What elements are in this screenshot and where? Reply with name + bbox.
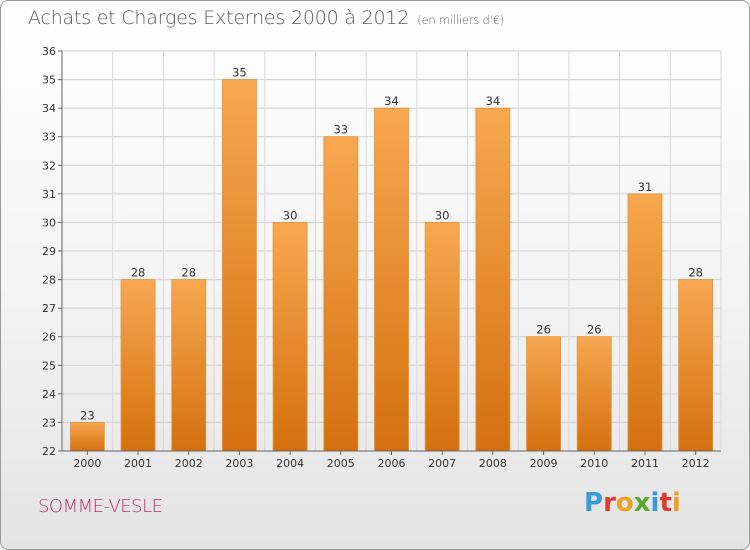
x-tick-label: 2006 (378, 457, 406, 470)
y-tick-label: 36 (42, 45, 56, 58)
logo-letter: o (615, 488, 634, 518)
bars (69, 79, 714, 452)
y-tick-label: 23 (42, 416, 56, 429)
y-tick-label: 26 (42, 331, 56, 344)
y-tick-label: 35 (42, 74, 56, 87)
logo-letter: x (633, 488, 651, 518)
value-label: 23 (80, 408, 95, 422)
y-tick-label: 33 (42, 131, 56, 144)
town-name: SOMME-VESLE (38, 496, 163, 517)
x-tick-label: 2001 (124, 457, 152, 470)
bar (424, 222, 460, 452)
y-tick-label: 24 (42, 388, 56, 401)
value-label: 28 (131, 266, 146, 280)
logo-letter: P (584, 488, 604, 518)
bar (272, 222, 308, 452)
x-tick-label: 2007 (428, 457, 456, 470)
value-label: 31 (638, 180, 653, 194)
bar (576, 336, 612, 452)
x-tick-label: 2005 (327, 457, 355, 470)
x-tick-label: 2011 (631, 457, 659, 470)
y-tick-label: 32 (42, 159, 56, 172)
y-tick-label: 28 (42, 274, 56, 287)
x-tick-label: 2010 (580, 457, 608, 470)
bar (678, 279, 714, 452)
x-tick-label: 2012 (682, 457, 710, 470)
value-label: 34 (384, 94, 399, 108)
x-tick-label: 2008 (479, 457, 507, 470)
x-tick-label: 2000 (73, 457, 101, 470)
chart-title: Achats et Charges Externes 2000 à 2012 (e… (28, 7, 504, 29)
bar (475, 107, 511, 452)
value-label: 30 (283, 208, 298, 222)
bar (627, 193, 663, 452)
value-label: 34 (486, 94, 501, 108)
y-tick-label: 25 (42, 359, 56, 372)
x-tick-label: 2003 (225, 457, 253, 470)
y-tick-label: 34 (42, 102, 56, 115)
y-tick-label: 30 (42, 216, 56, 229)
logo-letter: r (603, 488, 616, 518)
y-tick-label: 27 (42, 302, 56, 315)
axes: 22 23 24 25 26 27 28 29 30 31 32 33 34 35 36 2000 2001 20… (42, 45, 721, 470)
bar (526, 336, 561, 452)
y-tick-label: 22 (42, 445, 56, 458)
logo-letter: i (650, 488, 660, 518)
value-label: 28 (181, 266, 196, 280)
proxiti-logo[interactable]: Proxiti (584, 488, 681, 518)
y-tick-label: 31 (42, 188, 56, 201)
value-label: 35 (232, 66, 247, 80)
chart-title-text: Achats et Charges Externes 2000 à 2012 (28, 7, 410, 29)
bar (323, 136, 359, 452)
value-label: 30 (435, 208, 450, 222)
bar (374, 107, 409, 452)
logo-letter: t (659, 488, 672, 518)
logo-letter: i (671, 488, 681, 518)
chart-unit: (en milliers d'€) (417, 13, 504, 27)
value-label: 26 (587, 323, 602, 337)
value-labels: 23 28 28 35 30 33 34 30 34 26 26 31 28 (80, 66, 703, 423)
x-tick-label: 2002 (175, 457, 203, 470)
bar (120, 279, 156, 452)
value-label: 33 (333, 123, 348, 137)
bar (222, 79, 257, 452)
x-tick-label: 2009 (530, 457, 558, 470)
x-tick-label: 2004 (276, 457, 304, 470)
value-label: 28 (688, 266, 703, 280)
bar (171, 279, 207, 452)
value-label: 26 (536, 323, 551, 337)
y-tick-label: 29 (42, 245, 56, 258)
bar (69, 422, 105, 452)
